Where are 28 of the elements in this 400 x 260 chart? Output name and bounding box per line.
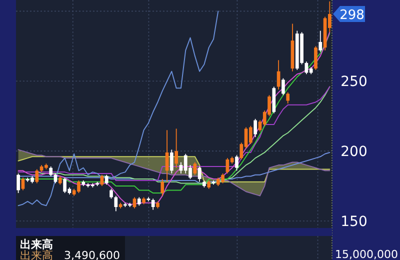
candlestick	[151, 198, 155, 210]
candlestick	[193, 162, 197, 176]
candlestick	[160, 178, 164, 196]
candlestick	[21, 177, 25, 191]
candlestick	[272, 86, 276, 114]
candlestick	[235, 154, 238, 172]
candlestick	[174, 128, 178, 168]
y-tick-label: 200	[340, 144, 368, 160]
y-tick-label: 150	[340, 214, 368, 230]
candlestick	[254, 118, 257, 138]
candlestick	[170, 149, 174, 174]
candlestick	[286, 92, 290, 104]
candlestick	[16, 173, 20, 194]
candlestick	[318, 30, 322, 52]
candlestick	[100, 174, 104, 186]
text: 298	[340, 8, 364, 23]
y-tick-label: 250	[340, 74, 368, 90]
text: 15,000,000	[335, 248, 398, 260]
text: 3,490,600	[64, 249, 120, 260]
candlestick	[49, 166, 53, 177]
candlestick	[132, 196, 136, 209]
candlestick	[104, 174, 108, 186]
candlestick	[114, 195, 118, 212]
text: 出来高	[20, 238, 53, 251]
candlestick	[314, 46, 318, 70]
candlestick	[35, 168, 39, 184]
candlestick	[110, 188, 113, 200]
candlestick	[282, 78, 285, 96]
